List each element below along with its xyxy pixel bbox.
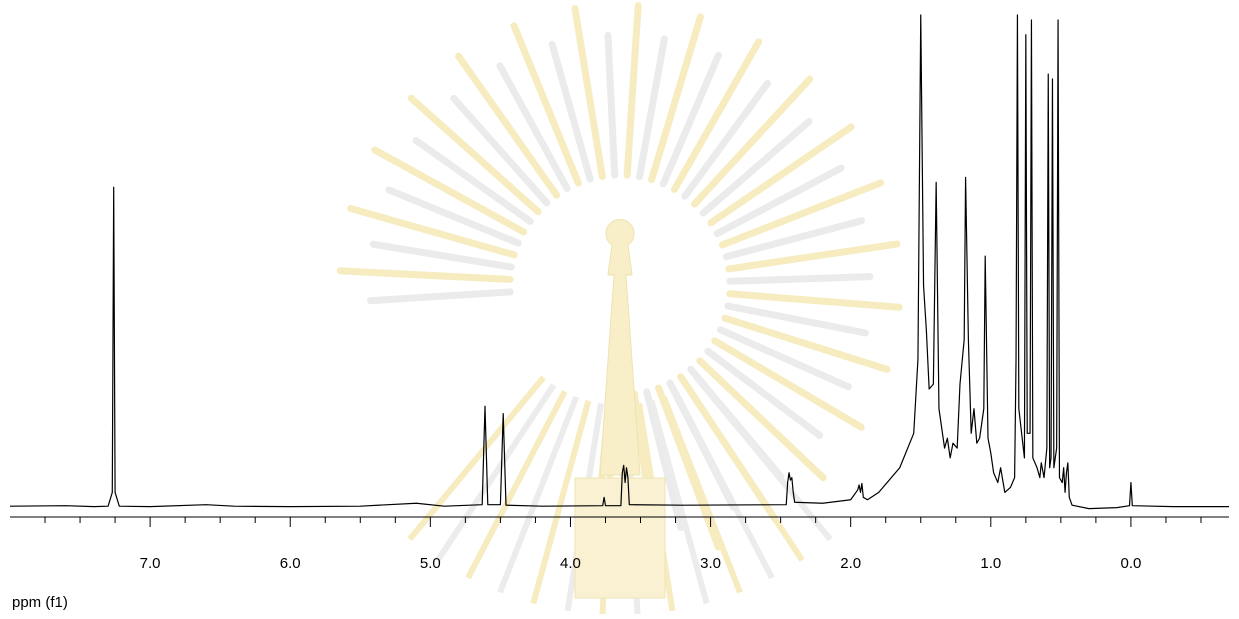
watermark-ray: [721, 314, 891, 373]
watermark-ray: [369, 240, 515, 271]
watermark-ray: [691, 75, 814, 208]
watermark-ray: [407, 375, 546, 542]
watermark-ray: [713, 164, 845, 238]
watermark-ray: [510, 22, 582, 187]
watermark-ray: [385, 186, 522, 247]
x-tick-label: 7.0: [140, 555, 161, 572]
watermark-ray: [407, 94, 542, 216]
watermark-base: [574, 477, 666, 599]
watermark-ray: [648, 399, 710, 605]
watermark-ray: [571, 5, 606, 180]
watermark-ray: [718, 179, 885, 249]
watermark-ray: [707, 123, 855, 227]
watermark-ray: [450, 94, 551, 207]
watermark: [336, 2, 903, 615]
watermark-ray: [683, 383, 805, 562]
watermark-ray: [465, 390, 568, 580]
x-tick-label: 1.0: [980, 555, 1001, 572]
watermark-ray: [604, 31, 619, 179]
watermark-ray: [696, 357, 827, 482]
watermark-ray: [694, 375, 833, 542]
x-tick-label: 0.0: [1120, 555, 1141, 572]
watermark-ray: [412, 136, 534, 225]
watermark-ray: [660, 395, 743, 594]
watermark-ray: [497, 395, 580, 594]
watermark-ray: [623, 2, 642, 179]
watermark-ray: [724, 302, 869, 337]
watermark-ray: [336, 267, 514, 283]
watermark-ray: [455, 52, 561, 199]
watermark-ray: [672, 390, 775, 580]
watermark-ray: [648, 13, 704, 184]
watermark-ray: [435, 383, 557, 562]
watermark-ray: [725, 240, 901, 273]
watermark-ray: [371, 146, 528, 236]
watermark-ray: [670, 38, 763, 193]
x-axis-label: ppm (f1): [12, 594, 68, 611]
watermark-ray: [699, 117, 813, 217]
x-tick-label: 5.0: [420, 555, 441, 572]
watermark-ray: [366, 288, 514, 305]
watermark-ray: [530, 399, 592, 605]
watermark-ray: [347, 204, 518, 259]
x-tick-label: 3.0: [700, 555, 721, 572]
watermark-ray: [636, 35, 668, 181]
watermark-ray: [726, 273, 874, 285]
x-tick-label: 6.0: [280, 555, 301, 572]
watermark-ray: [711, 337, 865, 431]
watermark-ray: [548, 40, 594, 183]
watermark-pillar: [599, 219, 641, 476]
watermark-ray: [496, 62, 571, 193]
x-tick-label: 2.0: [840, 555, 861, 572]
plot-area: 7.0 6.0 5.0 4.0 3.0 2.0 1.0 0.0: [9, 14, 1229, 572]
watermark-ray: [722, 217, 866, 261]
x-tick-label: 4.0: [560, 555, 581, 572]
watermark-ray: [716, 326, 852, 391]
watermark-ray: [704, 347, 824, 439]
watermark-ray: [726, 290, 903, 311]
watermark-ray: [681, 79, 772, 200]
spectrum-line: [9, 14, 1229, 510]
watermark-ray: [659, 51, 722, 188]
